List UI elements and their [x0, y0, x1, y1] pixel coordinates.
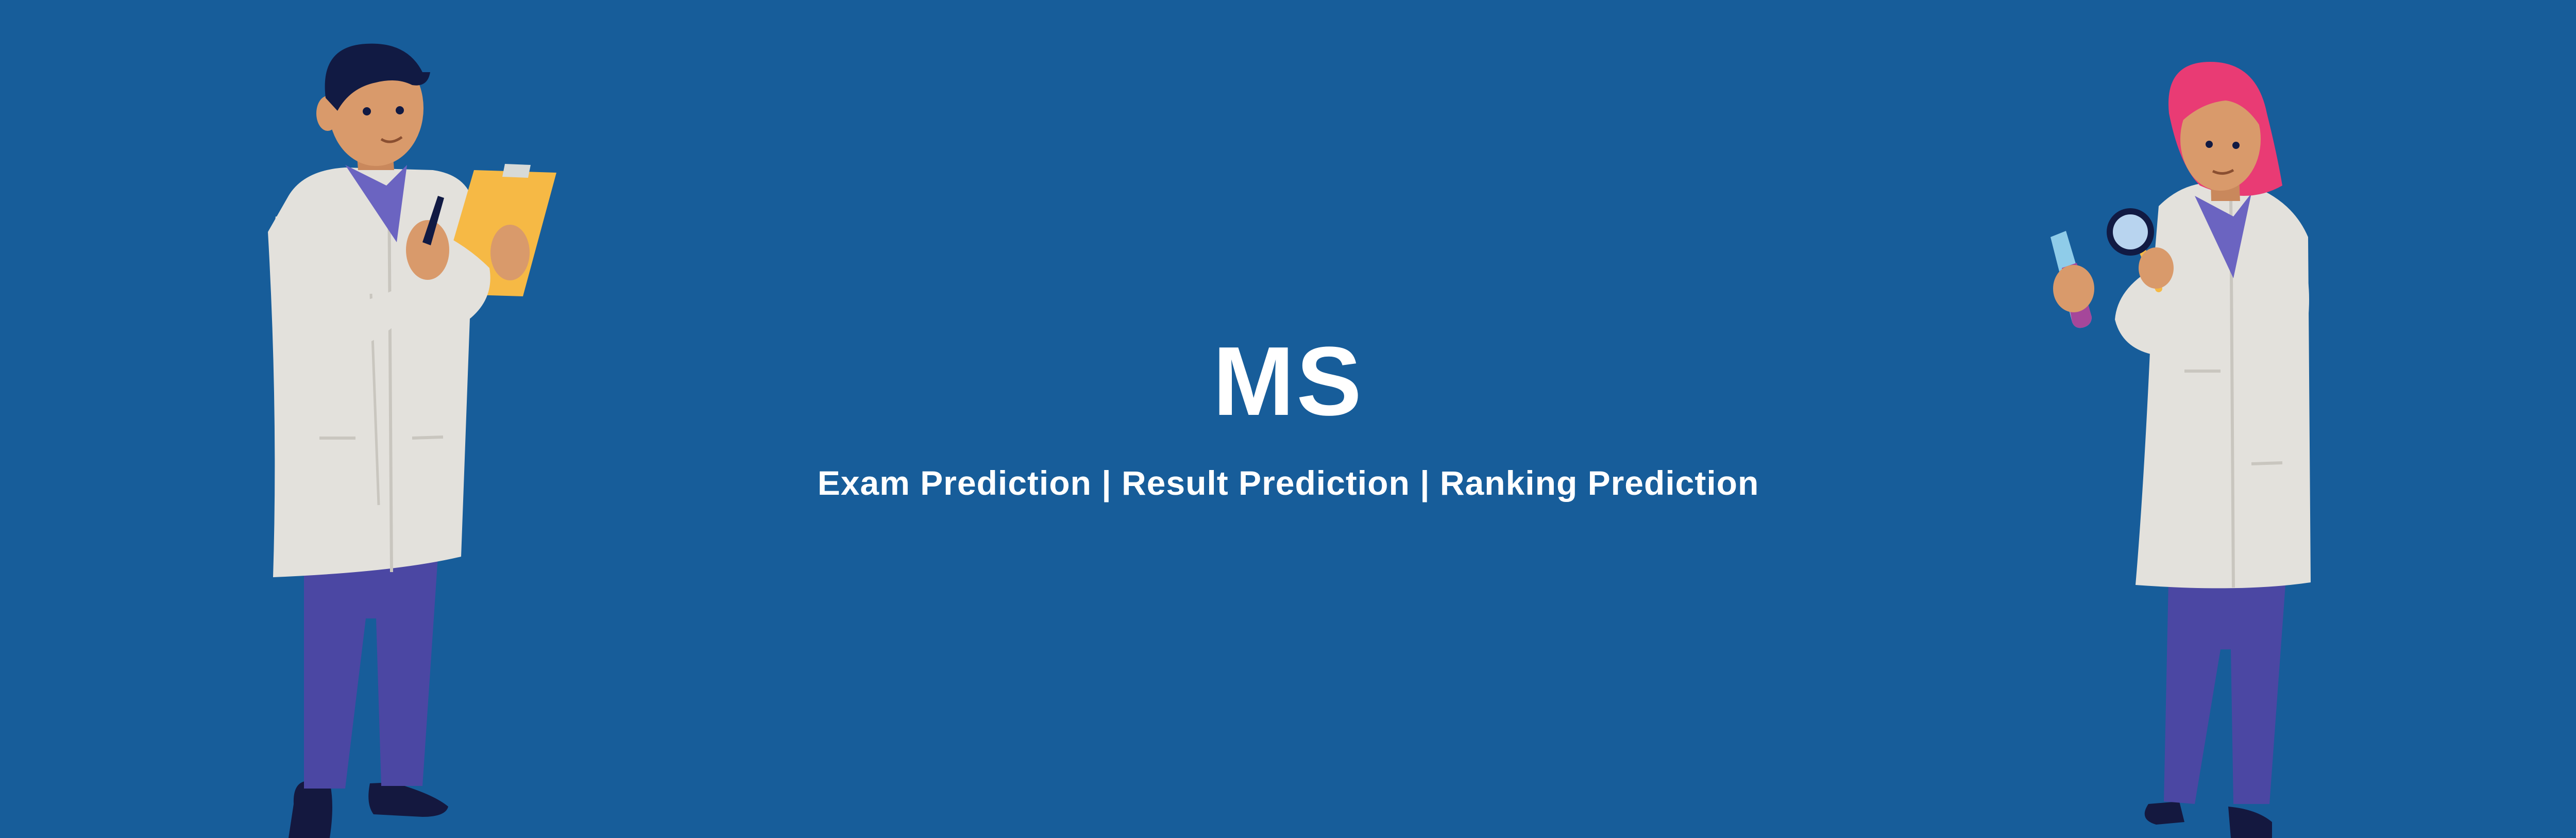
scientist-with-magnifier-and-test-tube-icon: [2050, 62, 2311, 838]
scientist-with-clipboard-icon: [268, 43, 556, 838]
page-subtitle: Exam Prediction | Result Prediction | Ra…: [817, 464, 1759, 502]
page-title: MS: [1213, 327, 1364, 436]
